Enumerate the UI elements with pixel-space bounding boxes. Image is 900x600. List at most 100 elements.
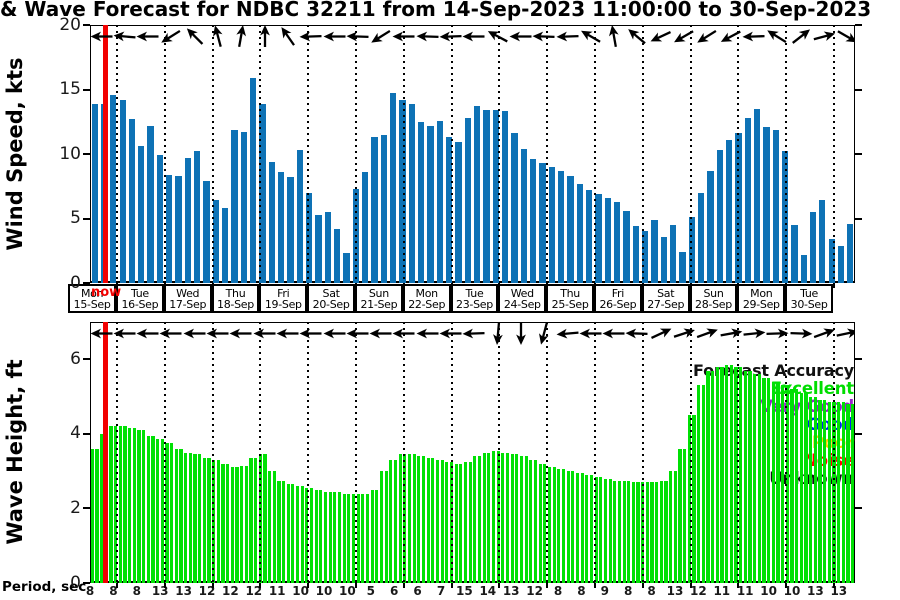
wind-bar [567, 175, 574, 283]
wave-direction-arrow-icon [670, 323, 697, 345]
wave-bar [454, 463, 458, 583]
wave-bar [771, 381, 775, 583]
wave-bar [244, 465, 248, 583]
day-gridline [546, 25, 549, 283]
wind-bar [315, 214, 322, 283]
wave-bar [365, 493, 370, 583]
wind-day-tick [641, 283, 644, 288]
wave-bar [557, 469, 561, 583]
wave-bar [683, 448, 687, 583]
period-value: 7 [436, 584, 446, 598]
wind-bar [707, 170, 714, 283]
wave-bar [473, 456, 477, 583]
wave-direction-arrow-icon [788, 326, 813, 342]
day-gridline [307, 322, 310, 583]
wave-bar [627, 480, 631, 583]
wave-bar [524, 456, 528, 583]
wave-bar [328, 491, 332, 583]
wind-ytick-mark [83, 88, 90, 91]
wave-direction-arrow-icon [323, 326, 347, 341]
wind-bar [763, 126, 770, 283]
wave-bar [216, 460, 220, 583]
wave-bar [594, 476, 598, 583]
date-weekday: Sun [703, 286, 724, 300]
wave-bar [645, 482, 649, 583]
wave-ytick-mark [83, 358, 90, 361]
day-gridline [641, 25, 644, 283]
wind-bar [296, 150, 304, 283]
wind-bar [222, 208, 229, 283]
date-day: 15-Sep [73, 297, 111, 311]
wave-bar [151, 435, 155, 583]
period-value: 8 [85, 584, 95, 598]
wave-direction-arrow-icon [602, 326, 626, 341]
wave-bar [230, 467, 234, 583]
wind-day-tick [689, 283, 692, 288]
wave-bar [426, 458, 430, 583]
day-gridline [450, 322, 453, 583]
wind-direction-arrow-icon [716, 25, 744, 49]
wave-bar [841, 402, 845, 583]
figure-title: & Wave Forecast for NDBC 32211 from 14-S… [0, 0, 872, 21]
wind-day-tick [737, 283, 740, 288]
legend-title: Forecast Accuracy [693, 361, 854, 380]
wave-direction-arrow-icon [299, 326, 323, 341]
period-value: 14 [479, 584, 497, 598]
wind-ytick-mark [83, 217, 90, 220]
wave-bar [356, 493, 360, 583]
wave-ytick-mark-right [855, 358, 862, 361]
wave-day-tick [259, 583, 262, 588]
wind-direction-arrow-icon [157, 25, 185, 49]
wave-bar [636, 482, 640, 583]
wave-bar [589, 474, 594, 583]
wave-bar [333, 491, 337, 583]
wave-direction-arrow-icon [534, 322, 555, 347]
date-label: Sun 21-Sep [355, 283, 403, 313]
wave-bar [613, 480, 617, 583]
date-weekday: Sat [657, 286, 675, 300]
wave-bar [412, 454, 416, 583]
wind-direction-arrow-icon [275, 25, 301, 51]
date-label: Thu 18-Sep [211, 283, 260, 313]
date-day: 16-Sep [121, 297, 159, 311]
date-weekday: Wed [176, 286, 200, 300]
wave-direction-arrow-icon [206, 326, 230, 341]
wind-bar [800, 254, 807, 283]
period-value: 12 [526, 584, 543, 598]
wind-day-tick [546, 283, 549, 288]
period-value: 12 [245, 584, 263, 598]
wave-bar [417, 456, 421, 583]
day-gridline [785, 322, 788, 583]
wind-day-tick [355, 283, 357, 288]
wave-bar [790, 389, 794, 583]
wind-direction-arrow-icon [90, 29, 114, 44]
wave-bar [529, 460, 533, 583]
date-day: 17-Sep [169, 297, 207, 311]
wave-bar [109, 426, 113, 583]
wave-bar [631, 482, 636, 583]
wind-bar [110, 94, 117, 283]
period-value: 8 [624, 584, 633, 598]
date-day: 21-Sep [360, 297, 398, 311]
wave-bar [319, 489, 323, 583]
wind-direction-arrow-icon [181, 25, 209, 50]
period-value: 10 [783, 584, 801, 598]
wave-day-tick [498, 583, 501, 588]
wave-direction-arrow-icon [183, 326, 207, 341]
wave-day-tick [641, 583, 644, 588]
period-value: 13 [830, 584, 848, 598]
date-label: Mon 22-Sep [402, 283, 451, 313]
wind-day-tick [498, 283, 501, 288]
period-value: 8 [577, 584, 586, 598]
wave-bar [361, 493, 365, 583]
date-weekday: Mon [750, 286, 773, 300]
wave-bar [477, 456, 482, 583]
wave-bar [277, 480, 281, 583]
date-day: 18-Sep [217, 297, 254, 311]
wind-bar [436, 120, 443, 283]
wind-bar [716, 150, 723, 283]
wave-bar [435, 460, 440, 583]
wave-bar [323, 491, 328, 583]
wave-direction-arrow-icon [579, 326, 603, 341]
